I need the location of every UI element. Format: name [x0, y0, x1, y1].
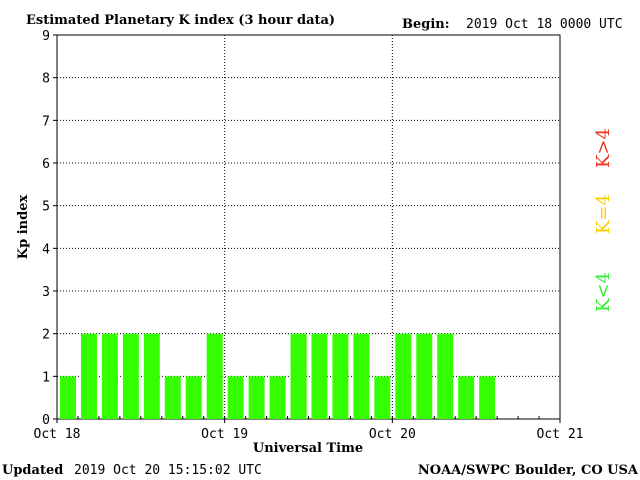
kp-bar: [458, 376, 475, 419]
kp-bar: [164, 376, 181, 419]
updated-value: 2019 Oct 20 15:15:02 UTC: [74, 463, 262, 478]
y-tick-label: 9: [42, 29, 50, 44]
y-tick-label: 0: [42, 413, 50, 428]
kp-bar: [80, 333, 97, 419]
bars: [60, 333, 496, 419]
kp-bar: [227, 376, 244, 419]
y-tick-label: 8: [42, 72, 50, 87]
y-tick-label: 1: [42, 370, 50, 385]
begin-label: Begin:: [402, 17, 450, 32]
x-tick-label: Oct 20: [369, 427, 416, 442]
updated-label: Updated: [2, 463, 63, 478]
kp-bar: [206, 333, 223, 419]
kp-bar: [437, 333, 454, 419]
y-tick-label: 6: [42, 157, 50, 172]
kp-bar: [479, 376, 496, 419]
kp-bar: [122, 333, 139, 419]
kp-bar: [101, 333, 118, 419]
y-tick-label: 7: [42, 114, 50, 129]
kp-bar: [248, 376, 265, 419]
kp-bar: [290, 333, 307, 419]
x-tick-label: Oct 18: [34, 427, 81, 442]
begin-value: 2019 Oct 18 0000 UTC: [466, 17, 623, 32]
kp-bar: [353, 333, 370, 419]
kp-bar: [332, 333, 349, 419]
x-axis: Oct 18 Oct 19 Oct 20 Oct 21: [34, 416, 584, 442]
credit: NOAA/SWPC Boulder, CO USA: [418, 463, 639, 478]
y-tick-label: 3: [42, 285, 50, 300]
kp-bar: [416, 333, 433, 419]
kp-bar: [269, 376, 286, 419]
y-tick-label: 2: [42, 328, 50, 343]
plot-area: [56, 34, 561, 420]
y-axis: 0 1 2 3 4 5 6 7 8 9: [42, 29, 57, 428]
legend-high: K>4: [593, 128, 614, 168]
legend-low: K<4: [593, 272, 614, 312]
x-axis-label: Universal Time: [253, 441, 363, 456]
x-tick-label: Oct 21: [537, 427, 584, 442]
x-tick-label: Oct 19: [201, 427, 248, 442]
grid-lines: [57, 35, 560, 419]
kp-bar: [60, 376, 76, 419]
kp-bar: [185, 376, 202, 419]
kp-bar: [374, 376, 391, 419]
kp-bar: [311, 333, 328, 419]
chart-title: Estimated Planetary K index (3 hour data…: [26, 13, 335, 28]
y-tick-label: 5: [42, 200, 50, 215]
y-axis-label: Kp index: [16, 195, 31, 260]
legend-mid: K=4: [593, 194, 614, 234]
kp-bar: [395, 333, 412, 419]
y-tick-label: 4: [42, 242, 50, 257]
kp-bar: [143, 333, 160, 419]
